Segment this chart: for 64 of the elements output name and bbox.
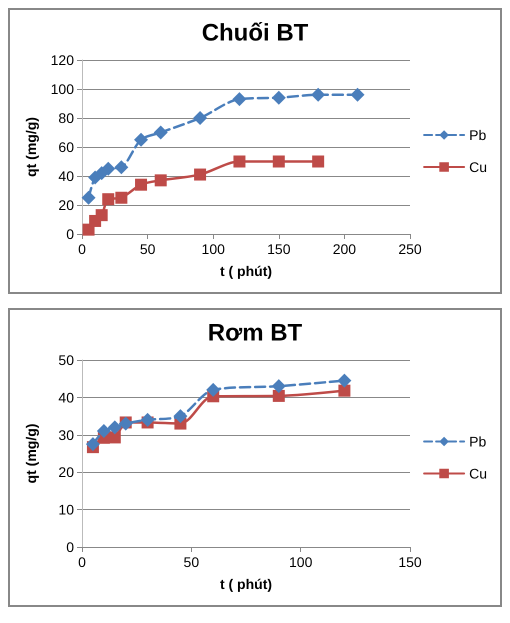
- y-tick-label: 0: [66, 226, 74, 242]
- y-tick-label: 10: [58, 502, 74, 518]
- chart-title: Chuối BT: [202, 20, 309, 46]
- y-tick-label: 20: [58, 197, 74, 213]
- y-tick-label: 40: [58, 389, 74, 406]
- point: [134, 132, 148, 147]
- point: [272, 90, 286, 105]
- x-tick-label: 50: [140, 241, 156, 257]
- point: [114, 160, 128, 174]
- x-tick-label: 0: [78, 554, 86, 570]
- x-tick-label: 100: [202, 241, 226, 257]
- point: [193, 111, 208, 125]
- point: [337, 374, 352, 388]
- point: [108, 431, 121, 444]
- x-tick-label: 50: [184, 554, 200, 570]
- point: [232, 92, 246, 106]
- y-tick-label: 60: [58, 139, 74, 155]
- point: [206, 382, 220, 397]
- y-tick-label: 20: [58, 464, 74, 480]
- x-axis-title: t ( phút): [220, 263, 272, 279]
- point: [82, 190, 96, 205]
- point: [118, 416, 133, 431]
- y-tick-label: 120: [50, 52, 74, 68]
- legend-label: Cu: [469, 466, 488, 482]
- point: [154, 126, 168, 140]
- y-axis-title: qt (mg/g): [23, 117, 39, 177]
- x-tick-label: 0: [78, 241, 86, 257]
- point: [233, 156, 246, 168]
- point: [350, 88, 365, 102]
- point: [311, 88, 326, 102]
- legend-label: Pb: [469, 127, 486, 143]
- point: [140, 412, 155, 427]
- point: [86, 437, 100, 452]
- point: [272, 156, 285, 168]
- point: [102, 193, 114, 206]
- point: [108, 420, 122, 434]
- y-tick-label: 100: [50, 81, 74, 97]
- y-axis-title: qt (mg/g): [23, 424, 39, 484]
- y-tick-label: 40: [58, 168, 74, 184]
- point: [173, 409, 188, 424]
- point: [272, 390, 285, 402]
- y-tick-label: 30: [58, 426, 74, 443]
- x-tick-label: 250: [398, 241, 422, 257]
- y-tick-label: 80: [58, 110, 74, 126]
- legend-label: Cu: [469, 159, 488, 175]
- y-tick-label: 0: [66, 539, 74, 555]
- point: [312, 156, 324, 168]
- point: [101, 162, 116, 176]
- x-axis-title: t ( phút): [220, 576, 272, 592]
- x-tick-label: 150: [267, 241, 291, 257]
- chart-title: Rơm BT: [208, 320, 303, 346]
- x-tick-label: 150: [398, 554, 422, 570]
- x-tick-label: 200: [332, 241, 356, 257]
- point: [115, 192, 128, 204]
- point: [135, 178, 148, 191]
- point: [338, 384, 350, 397]
- x-tick-label: 100: [288, 554, 313, 570]
- legend-label: Pb: [469, 434, 486, 450]
- point: [96, 424, 111, 438]
- point: [96, 209, 108, 222]
- point: [272, 379, 286, 394]
- point: [194, 168, 206, 181]
- point: [154, 174, 167, 186]
- y-tick-label: 50: [58, 352, 74, 368]
